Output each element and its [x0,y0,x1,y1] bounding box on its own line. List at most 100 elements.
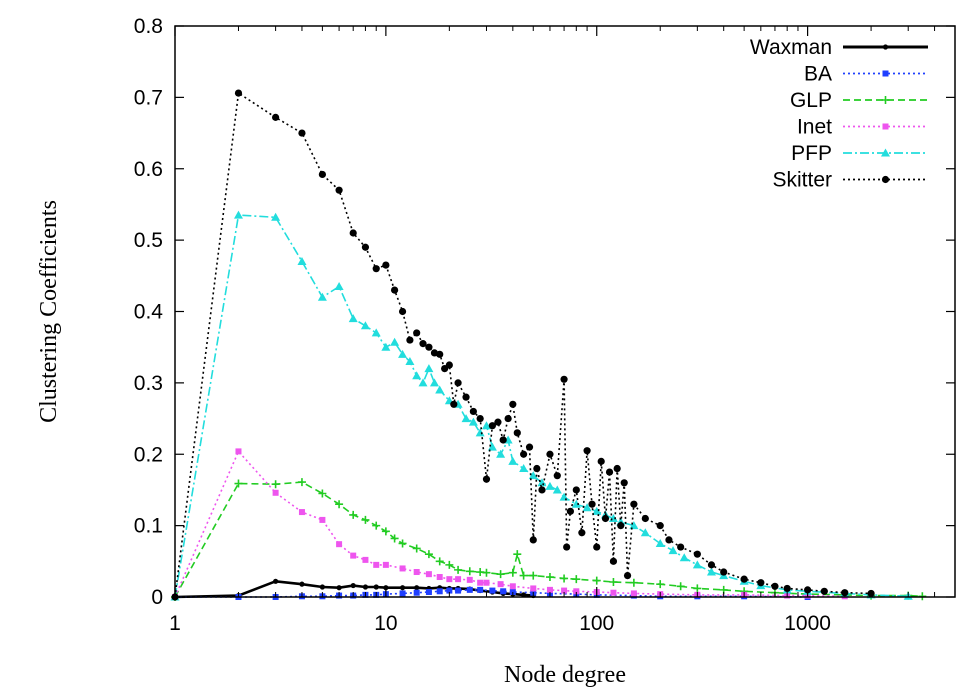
y-tick-label: 0.4 [134,301,164,324]
data-point [271,212,281,221]
legend-label: Inet [797,116,832,139]
data-point [488,422,496,430]
data-point [414,585,420,591]
data-point [235,448,242,455]
legend-marker [882,44,889,50]
data-point [537,478,547,487]
data-point [450,400,458,408]
series-pfp [170,210,913,601]
data-point [771,582,779,590]
data-point [271,480,280,489]
data-point [454,379,462,387]
data-point [445,361,453,369]
data-point [641,514,649,523]
data-point [272,489,279,496]
data-point [361,243,370,251]
series-line [174,91,872,598]
data-point [234,479,243,488]
legend-marker [881,148,890,157]
data-point [509,400,517,408]
data-point [553,472,561,480]
data-point [665,536,673,544]
data-point [425,343,433,351]
data-point [545,573,554,582]
data-point [613,464,621,473]
data-point [424,364,434,373]
data-point [593,543,601,551]
data-point [592,506,602,515]
data-point [318,489,327,498]
data-point [529,536,537,544]
data-point [425,571,432,578]
data-point [521,592,527,598]
data-point [398,539,407,548]
data-point [508,456,518,465]
data-point [412,544,421,553]
data-point [436,588,443,595]
x-tick-label: 10 [374,612,397,635]
data-point [582,503,592,512]
legend-label: BA [804,63,832,86]
legend: Waxman BA GLP Inet PFP Skitter [750,36,928,192]
data-point [454,565,463,574]
data-point [572,575,581,584]
data-point [445,560,454,569]
data-point [483,579,490,586]
data-point [679,553,689,562]
y-tick-label: 0.8 [134,15,163,38]
data-point [820,587,828,595]
data-point [348,314,358,323]
data-point [475,428,485,437]
data-point [435,557,444,566]
data-point [373,584,379,590]
data-point [319,516,326,523]
data-point [381,527,390,536]
data-point [720,568,728,576]
data-point [335,186,343,194]
data-point [446,576,453,583]
data-point [597,457,605,465]
data-point [335,500,344,509]
data-point [601,514,610,523]
data-point [318,170,326,179]
data-point [509,583,516,590]
data-point [399,565,406,572]
data-point [513,429,521,437]
legend-marker [881,175,890,184]
data-point [455,587,462,594]
data-point [609,578,618,587]
legend-item: Inet [797,116,928,139]
data-point [552,485,562,494]
data-point [500,588,507,595]
data-point [466,586,473,593]
y-tick-label: 0.2 [134,443,163,466]
data-point [435,385,445,394]
data-point [623,571,632,580]
data-point [390,337,400,346]
data-point [406,336,414,344]
legend-item: Skitter [772,169,928,192]
data-point [525,443,534,451]
x-axis-title: Node degree [504,662,626,688]
data-point [372,265,380,273]
legend-label: Skitter [772,169,832,192]
data-point [336,585,342,591]
data-point [573,588,580,595]
data-point [692,560,702,569]
data-point [841,589,849,597]
legend-item: GLP [790,89,928,112]
data-point [504,414,512,423]
data-point [272,113,280,121]
data-point [477,579,484,586]
legend-label: GLP [790,89,832,112]
legend-marker [881,96,890,104]
data-point [446,587,453,594]
data-point [545,481,555,490]
data-point [546,586,553,593]
data-point [610,589,617,596]
data-point [519,571,528,580]
data-point [455,576,462,583]
x-tick-label: 1 [169,612,181,635]
y-tick-label: 0.7 [134,86,163,109]
